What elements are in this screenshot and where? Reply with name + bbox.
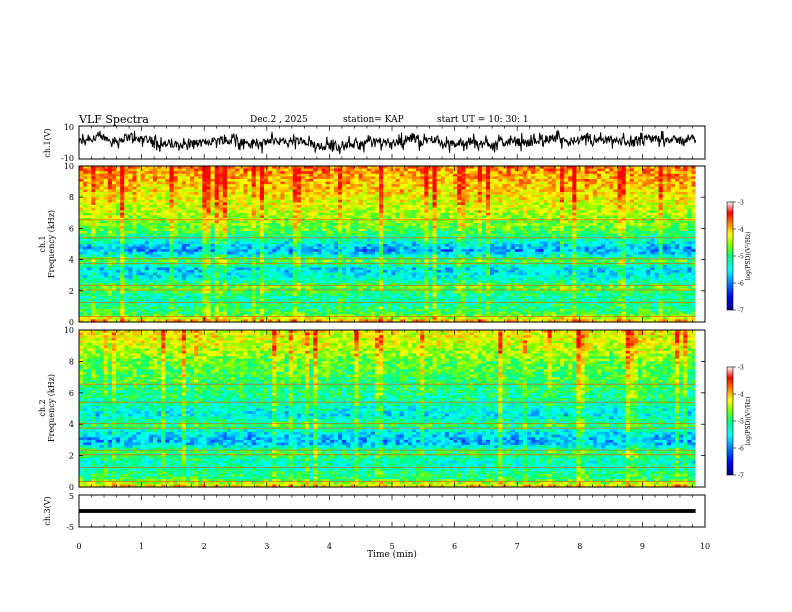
vlf-spectra-figure: 10 -10 ch.1(V) 0246810 ch.1 Frequency (k… (0, 0, 792, 612)
ch1-ylabel: ch.1(V) (43, 128, 52, 157)
ch1-ytick-top: 10 (64, 123, 74, 132)
ch1-waveform-panel: 10 -10 ch.1(V) (43, 123, 705, 163)
ch1-waveform-ticks (79, 126, 705, 159)
ch1-waveform-trace (79, 131, 696, 154)
ch1-spectrogram-image (79, 166, 705, 323)
